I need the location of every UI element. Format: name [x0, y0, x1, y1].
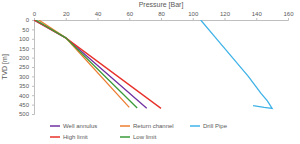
series-line	[34, 20, 147, 108]
x-tick-mark	[129, 18, 130, 20]
x-tick-mark	[225, 18, 226, 20]
y-axis-line	[32, 21, 35, 115]
x-tick-mark	[34, 18, 35, 20]
y-tick-label: 450	[19, 102, 30, 108]
y-tick-mark	[32, 58, 34, 59]
series-line	[36, 20, 138, 108]
x-tick: 140	[252, 11, 263, 20]
y-tick-mark	[32, 86, 34, 87]
y-tick-mark	[32, 67, 34, 68]
legend-swatch	[50, 125, 60, 127]
y-tick: 300	[19, 74, 34, 80]
x-tick-mark	[98, 18, 99, 20]
legend: Well annulus Return channel Drill Pipe High…	[50, 123, 228, 140]
y-tick-label: 250	[19, 64, 30, 70]
y-tick-label: 350	[19, 83, 30, 89]
x-axis: 0 20 40 60 80 100 120 140 160	[33, 11, 294, 21]
x-tick: 0	[33, 11, 37, 20]
y-tick-mark	[32, 48, 34, 49]
y-tick-mark	[32, 114, 34, 115]
x-tick-mark	[288, 18, 289, 20]
legend-swatch	[190, 125, 200, 127]
x-tick-mark	[193, 18, 194, 20]
legend-item: Low limit	[120, 134, 157, 140]
y-tick: 450	[19, 102, 34, 108]
x-tick: 120	[220, 11, 231, 20]
lines	[34, 20, 272, 108]
x-tick-mark	[66, 18, 67, 20]
y-tick-label: 50	[22, 27, 29, 33]
y-tick-mark	[32, 105, 34, 106]
x-tick: 40	[95, 11, 102, 20]
x-tick-label: 0	[33, 11, 37, 17]
legend-item: Drill Pipe	[190, 123, 228, 129]
y-tick: 500	[19, 111, 34, 117]
legend-label: Well annulus	[63, 123, 97, 129]
x-tick: 100	[188, 11, 199, 20]
y-tick: 150	[19, 46, 34, 52]
y-tick: 100	[19, 36, 34, 42]
chart: 0 20 40 60 80 100 120 140 160 0 50 100 150 200 250 300 3…	[0, 0, 300, 144]
x-tick-label: 80	[158, 11, 165, 17]
series-line	[39, 20, 129, 107]
y-tick-mark	[32, 95, 34, 96]
y-tick-mark	[32, 39, 34, 40]
y-axis-title: TVD [m]	[1, 54, 9, 80]
x-tick-mark	[161, 18, 162, 20]
x-tick-mark	[256, 18, 257, 20]
y-axis: 0 50 100 150 200 250 300 350 400 450 500	[19, 17, 35, 117]
y-tick: 400	[19, 93, 34, 99]
series-line	[34, 20, 161, 108]
legend-item: Return channel	[120, 123, 174, 129]
legend-label: Return channel	[133, 123, 174, 129]
x-tick-label: 120	[220, 11, 231, 17]
y-tick-mark	[32, 29, 34, 30]
y-tick: 250	[19, 64, 34, 70]
x-tick-label: 60	[126, 11, 133, 17]
y-tick-label: 100	[19, 36, 30, 42]
x-tick: 160	[283, 11, 294, 20]
y-tick-label: 0	[26, 17, 30, 23]
x-tick-label: 160	[283, 11, 294, 17]
y-tick-label: 200	[19, 55, 30, 61]
legend-label: High limit	[63, 134, 88, 140]
y-tick: 350	[19, 83, 34, 89]
y-tick-mark	[32, 76, 34, 77]
y-tick: 50	[22, 27, 34, 33]
x-tick: 80	[158, 11, 165, 20]
legend-label: Drill Pipe	[203, 123, 228, 129]
x-tick: 60	[126, 11, 133, 20]
y-tick-label: 300	[19, 74, 30, 80]
x-tick-label: 100	[188, 11, 199, 17]
series-line	[201, 20, 272, 108]
x-axis-line	[35, 18, 289, 21]
y-tick: 0	[26, 17, 34, 23]
x-tick-label: 40	[95, 11, 102, 17]
y-tick-label: 500	[19, 111, 30, 117]
y-tick-label: 400	[19, 93, 30, 99]
legend-swatch	[120, 136, 130, 138]
y-tick-label: 150	[19, 46, 30, 52]
legend-swatch	[120, 125, 130, 127]
x-tick-label: 20	[63, 11, 70, 17]
plot-area: 0 20 40 60 80 100 120 140 160 0 50 100 150 200 250 300 3…	[19, 11, 294, 118]
legend-label: Low limit	[133, 134, 157, 140]
legend-item: Well annulus	[50, 123, 97, 129]
x-axis-title: Pressure [Bar]	[139, 1, 184, 9]
legend-item: High limit	[50, 134, 88, 140]
y-tick: 200	[19, 55, 34, 61]
x-tick: 20	[63, 11, 70, 20]
x-tick-label: 140	[252, 11, 263, 17]
legend-swatch	[50, 136, 60, 138]
y-tick-mark	[32, 20, 34, 21]
